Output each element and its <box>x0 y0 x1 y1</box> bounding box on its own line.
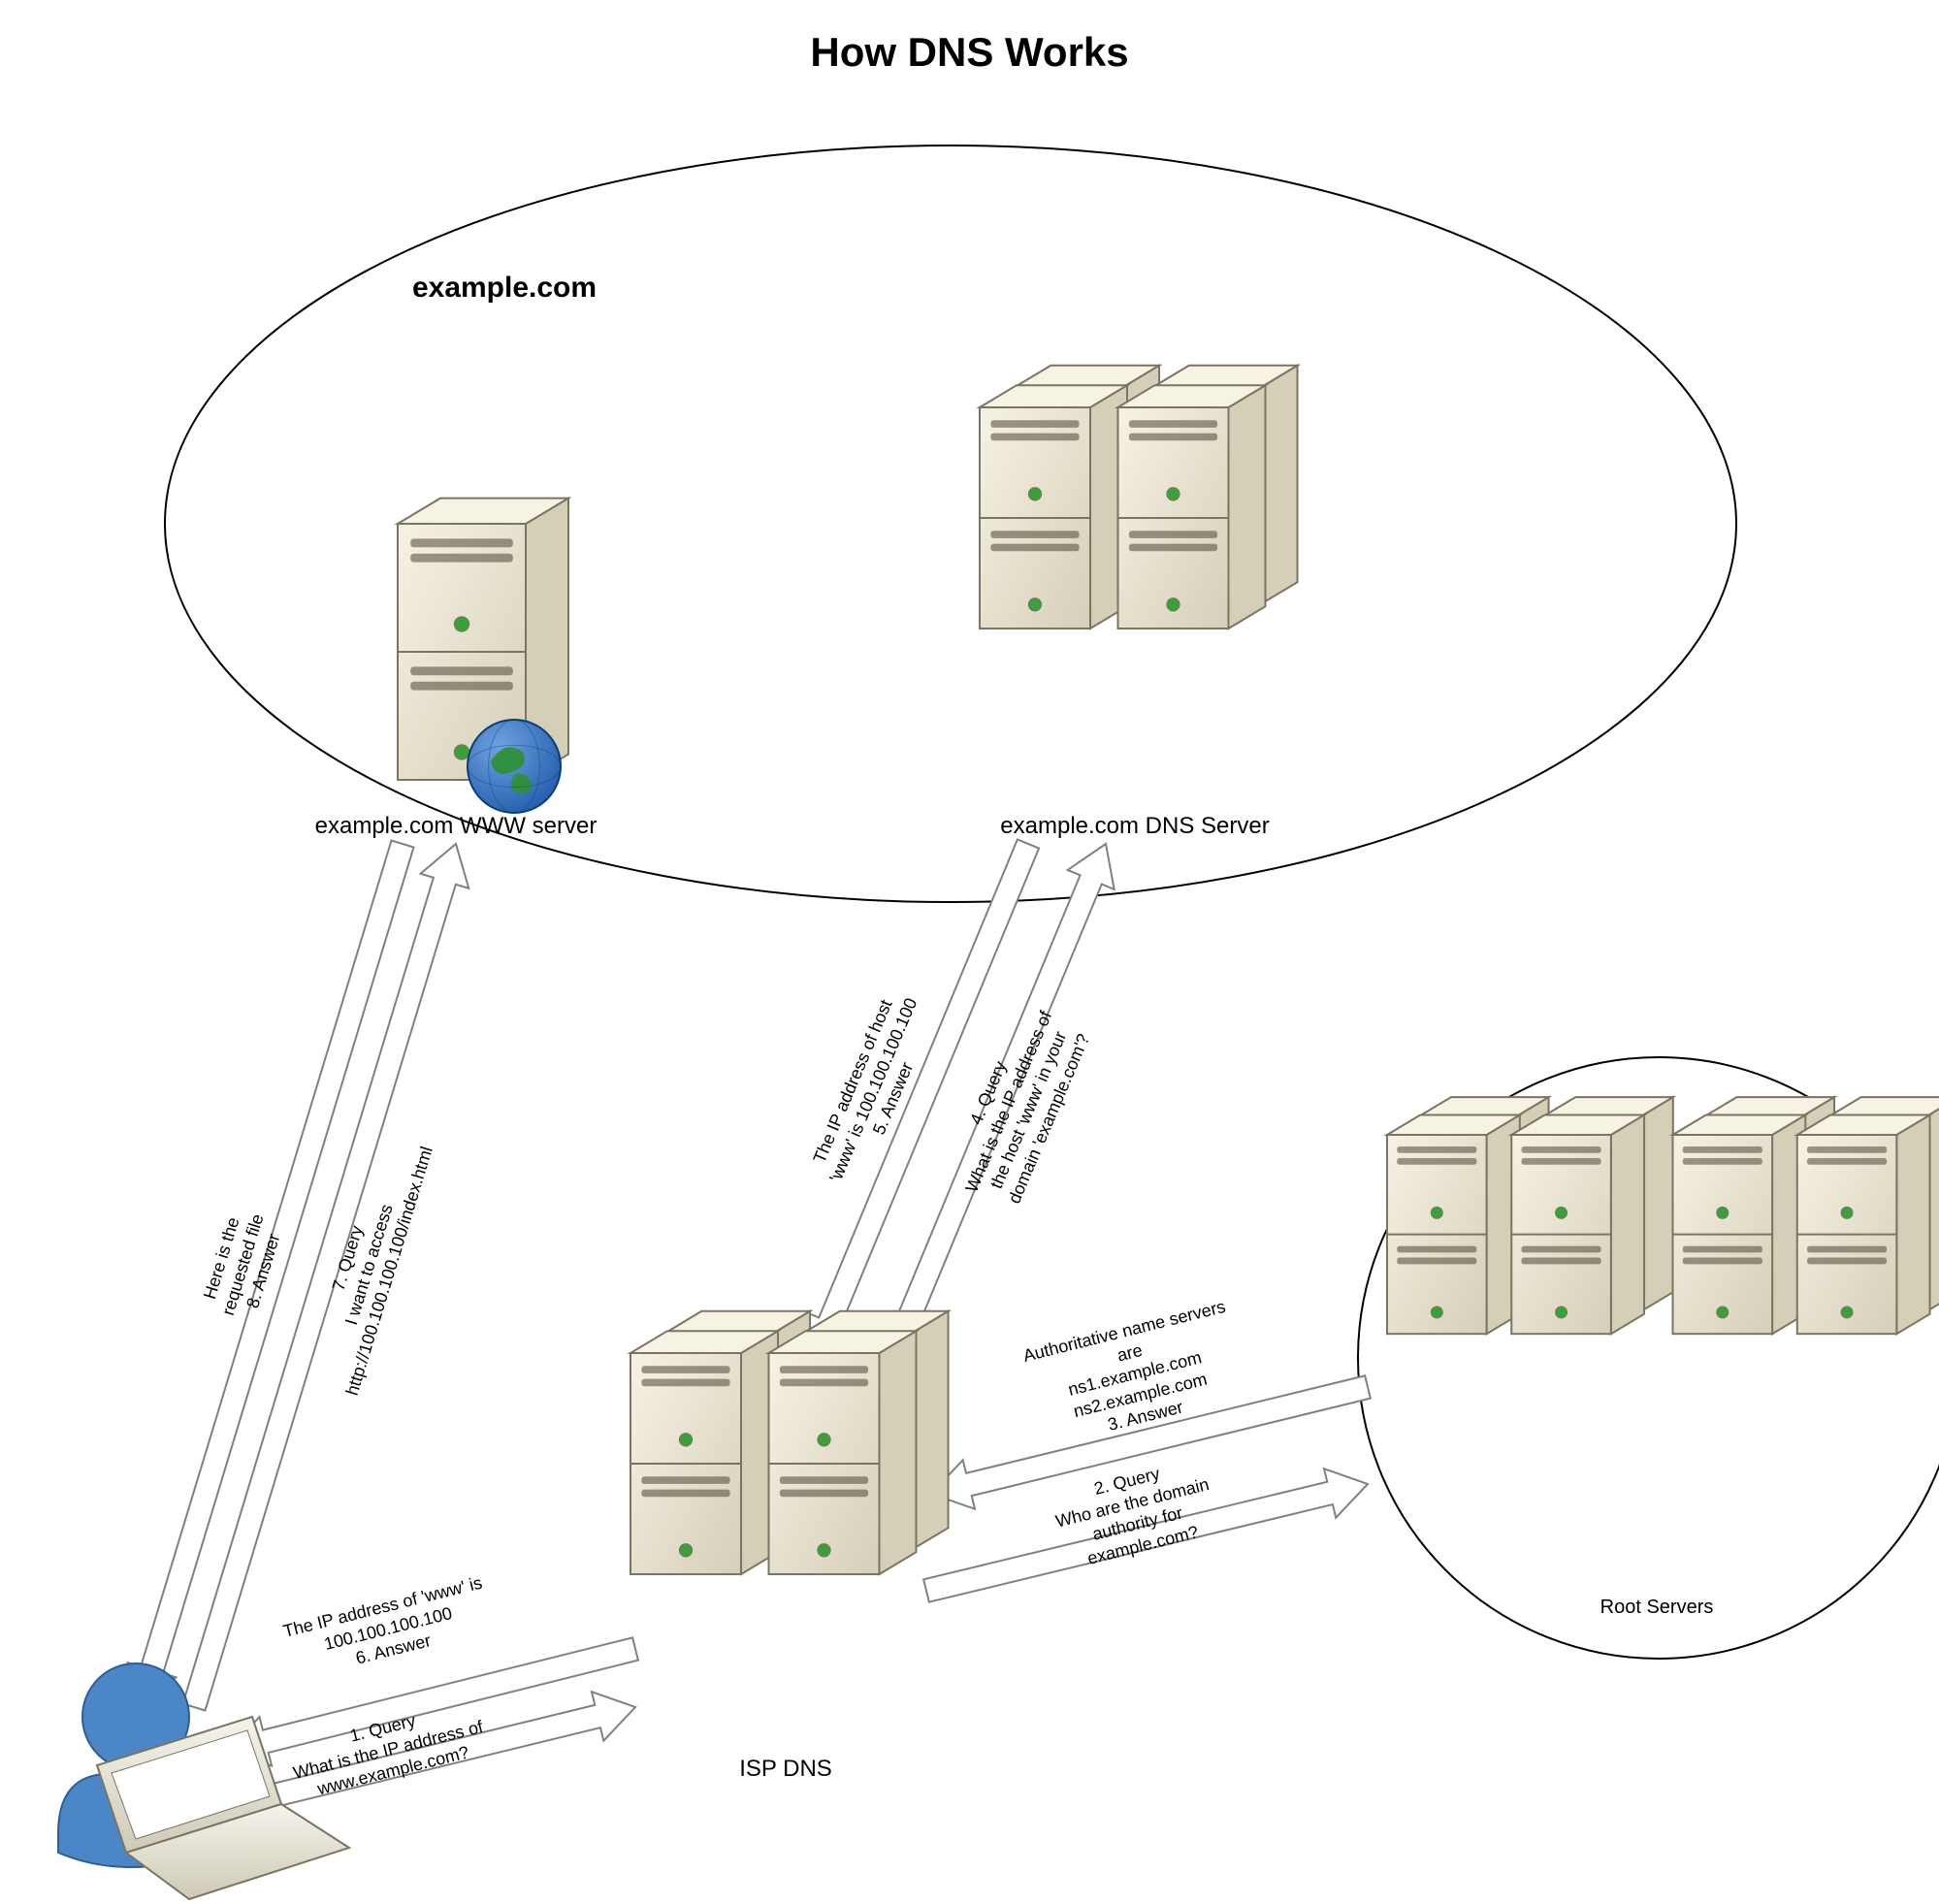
isp-dns-icon <box>630 1311 949 1574</box>
www-server-label: example.com WWW server <box>165 813 747 840</box>
isp-dns-label: ISP DNS <box>495 1756 1077 1783</box>
dns-diagram: How DNS Works example.com <box>0 0 1939 1904</box>
root-servers-label: Root Servers <box>1366 1597 1939 1619</box>
dns-server-label: example.com DNS Server <box>844 813 1426 840</box>
root-servers-icon <box>1387 1097 1939 1334</box>
domain-region-label: example.com <box>213 272 795 305</box>
dns-server-icon <box>980 366 1298 629</box>
www-server-icon <box>398 499 568 813</box>
